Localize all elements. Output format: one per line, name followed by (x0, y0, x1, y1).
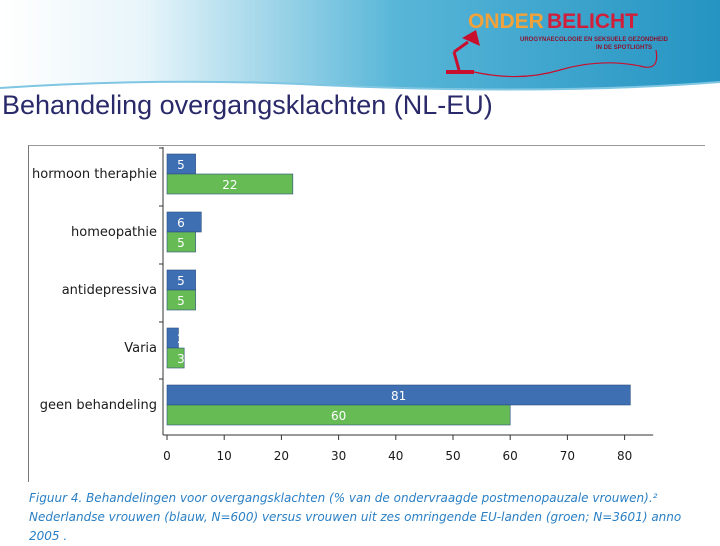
value-label-green-0: 22 (222, 178, 237, 192)
value-label-green-4: 60 (331, 409, 346, 423)
logo-word-belicht: BELICHT (547, 10, 638, 33)
figure-caption: Figuur 4. Behandelingen voor overgangskl… (29, 491, 682, 543)
value-label-green-1: 5 (177, 236, 185, 250)
category-label-2: antidepressiva (62, 283, 157, 298)
value-label-blue-1: 6 (177, 216, 185, 230)
value-label-blue-2: 5 (177, 274, 185, 288)
bar-green-1 (166, 231, 196, 253)
x-tick-label-40: 40 (388, 449, 403, 463)
bar-green-3 (166, 347, 185, 369)
bar-green-0 (166, 173, 294, 195)
banner-graphic: ONDER BELICHT UROGYNAECOLOGIE EN SEKSUEL… (0, 0, 720, 91)
x-tick-label-0: 0 (163, 449, 171, 463)
logo-word-onder: ONDER (468, 10, 544, 33)
header-banner: ONDER BELICHT UROGYNAECOLOGIE EN SEKSUEL… (0, 0, 720, 92)
slide-title: Behandeling overgangsklachten (NL-EU) (2, 90, 493, 120)
category-label-1: homeopathie (71, 225, 157, 240)
category-label-4: geen behandeling (40, 398, 157, 413)
value-label-green-2: 5 (177, 294, 185, 308)
value-label-blue-4: 81 (391, 389, 406, 403)
bar-chart: 0 10 20 30 40 50 60 70 80 hormoon theraphie 5 22 hom… (32, 147, 654, 463)
bar-green-2 (166, 289, 196, 311)
category-label-3: Varia (124, 341, 157, 356)
logo: ONDER BELICHT UROGYNAECOLOGIE EN SEKSUEL… (468, 10, 669, 51)
x-tick-label-50: 50 (445, 449, 460, 463)
banner-background (0, 0, 720, 90)
logo-lamp-icon (446, 30, 658, 78)
x-tick-label-80: 80 (617, 449, 632, 463)
category-label-0: hormoon theraphie (32, 167, 157, 182)
x-tick-label-60: 60 (503, 449, 518, 463)
value-label-green-3: 3 (177, 352, 185, 366)
bar-green-4 (166, 404, 511, 426)
x-tick-label-30: 30 (331, 449, 346, 463)
chart-frame (28, 145, 705, 482)
x-tick-label-20: 20 (274, 449, 289, 463)
x-tick-label-10: 10 (217, 449, 232, 463)
value-label-blue-3: 2 (177, 332, 185, 346)
logo-tagline-2: IN DE SPOTLIGHTS (596, 45, 652, 51)
x-tick-label-70: 70 (560, 449, 575, 463)
value-label-blue-0: 5 (177, 158, 185, 172)
logo-tagline-1: UROGYNAECOLOGIE EN SEKSUELE GEZONDHEID (520, 37, 669, 43)
